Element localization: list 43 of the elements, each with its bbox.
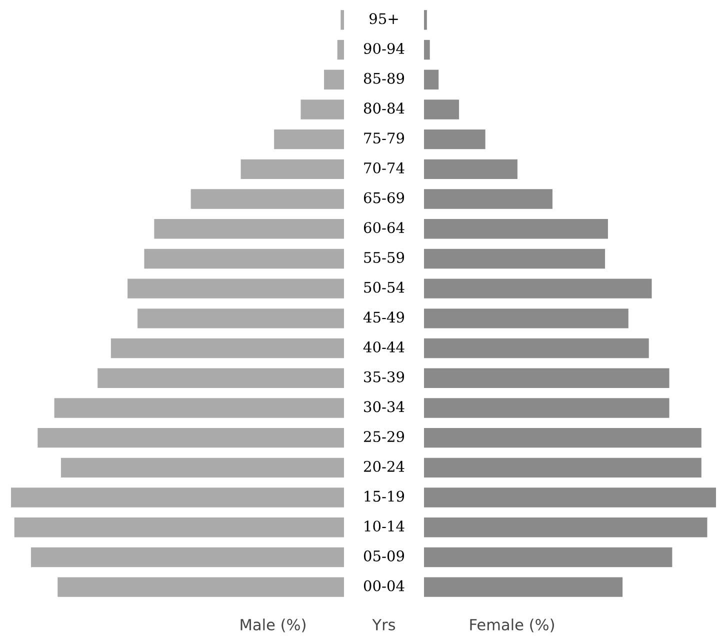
bar: [424, 577, 623, 597]
bar: [424, 219, 608, 239]
bar: [424, 547, 672, 568]
bar: [424, 10, 427, 30]
y-tick-label: 15-19: [364, 490, 404, 502]
y-tick-label: 65-69: [364, 192, 404, 204]
y-tick-label: 20-24: [364, 460, 404, 472]
y-tick-label: 50-54: [364, 282, 404, 293]
y-tick-label: 10-14: [364, 520, 404, 532]
y-tick-label: 05-09: [364, 550, 404, 562]
bar: [424, 159, 518, 180]
bar: [424, 428, 702, 448]
y-tick-label: 55-59: [364, 252, 404, 263]
y-tick-label: 80-84: [364, 102, 404, 114]
bar: [424, 368, 670, 388]
y-tick-label: 95+: [370, 13, 398, 24]
y-tick-label: 25-29: [364, 431, 404, 442]
x-axis-title: Male (%): [240, 618, 306, 632]
x-axis-title: Female (%): [470, 618, 554, 632]
y-tick-label: 90-94: [364, 42, 404, 54]
bar: [424, 488, 716, 508]
bar: [424, 70, 439, 90]
y-tick-label: 45-49: [363, 312, 404, 323]
y-tick-label: 35-39: [364, 371, 404, 382]
y-tick-label: 00-04: [364, 580, 404, 592]
text: Yrs: [372, 619, 396, 630]
bar: [424, 518, 708, 538]
y-tick-label: 70-74: [364, 162, 404, 174]
bar: [424, 398, 670, 418]
bar: [424, 100, 460, 120]
y-tick-label: 60-64: [364, 222, 404, 234]
bar: [424, 308, 628, 328]
bar: [424, 458, 702, 478]
y-tick-label: 30-34: [364, 401, 404, 412]
bar: [424, 338, 649, 358]
bar: [424, 189, 552, 209]
bar: [424, 278, 652, 298]
bar: [424, 248, 606, 269]
bar: [424, 40, 430, 60]
y-tick-label: 75-79: [364, 132, 404, 144]
bar: [424, 129, 486, 150]
y-tick-label: 40-44: [363, 341, 404, 353]
y-tick-label: 85-89: [364, 72, 404, 84]
